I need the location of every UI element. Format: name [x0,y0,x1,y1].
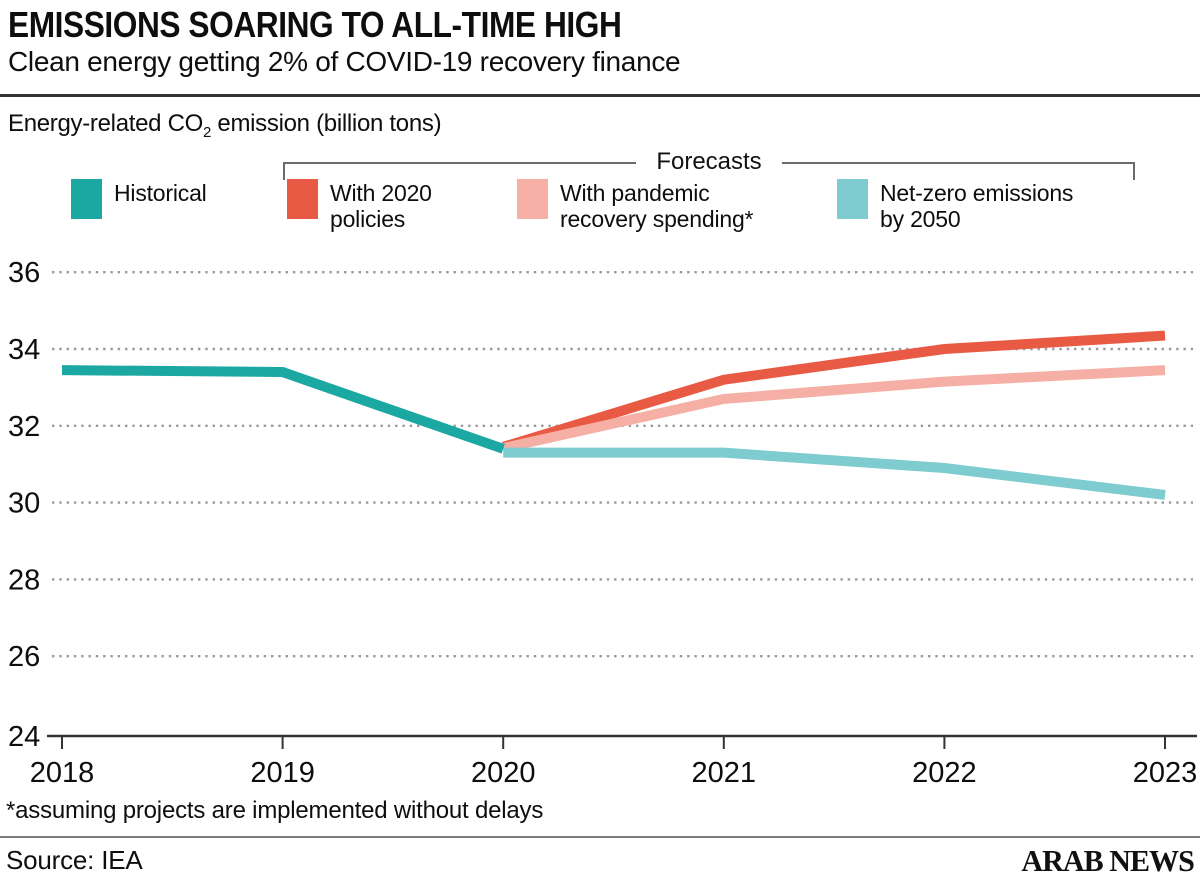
series-with-2020-policies [501,330,1166,452]
x-tick-label: 2022 [912,757,977,789]
y-tick-label: 32 [8,411,40,443]
legend-swatch-pandemic-recovery [517,179,548,219]
series-with-pandemic-recovery-spending [502,365,1166,453]
y-axis-title: Energy-related CO2 emission (billion ton… [8,110,442,141]
footer-divider [0,836,1200,838]
legend-swatch-with-2020-policies [287,179,318,219]
x-tick-label: 2021 [692,757,757,789]
page-title: EMISSIONS SOARING TO ALL-TIME HIGH [8,4,622,45]
legend-swatch-net-zero [837,179,868,219]
legend-label: Net-zero emissions by 2050 [880,180,1074,232]
forecasts-bracket-right-line [781,162,1135,180]
forecasts-bracket: Forecasts [283,146,1135,180]
y-tick-label: 24 [8,721,40,753]
x-tick-label: 2019 [250,757,315,789]
y-tick-label: 26 [8,641,40,673]
legend-item-historical: Historical [71,179,207,219]
series-historical [61,365,505,454]
header-divider [0,94,1200,97]
series-net-zero-emissions-by-2050 [503,447,1166,500]
y-tick-label: 36 [8,257,40,289]
page-subtitle: Clean energy getting 2% of COVID-19 reco… [8,46,681,77]
y-tick-label: 28 [8,564,40,596]
legend-label: With pandemic recovery spending* [560,180,754,232]
arab-news-logo: ARAB NEWS [1021,843,1195,878]
legend-label: Historical [114,180,207,206]
legend-item-with-2020-policies: With 2020 policies [287,179,432,232]
legend-swatch-historical [71,179,102,219]
footnote: *assuming projects are implemented witho… [6,797,544,824]
x-tick-label: 2020 [471,757,536,789]
y-axis-title-subscript: 2 [203,123,212,141]
x-tick-label: 2023 [1133,757,1198,789]
y-tick-label: 30 [8,488,40,520]
forecasts-label: Forecasts [656,148,762,175]
x-tick-label: 2018 [30,757,95,789]
y-axis-title-prefix: Energy-related CO [8,110,203,137]
legend-item-pandemic-recovery: With pandemic recovery spending* [517,179,753,232]
legend-label: With 2020 policies [330,180,432,232]
source-credit: Source: IEA [6,845,143,875]
y-axis-title-suffix: emission (billion tons) [211,110,442,137]
forecasts-bracket-left-line [283,162,637,180]
legend-item-net-zero: Net-zero emissions by 2050 [837,179,1073,232]
y-tick-label: 34 [8,334,40,366]
